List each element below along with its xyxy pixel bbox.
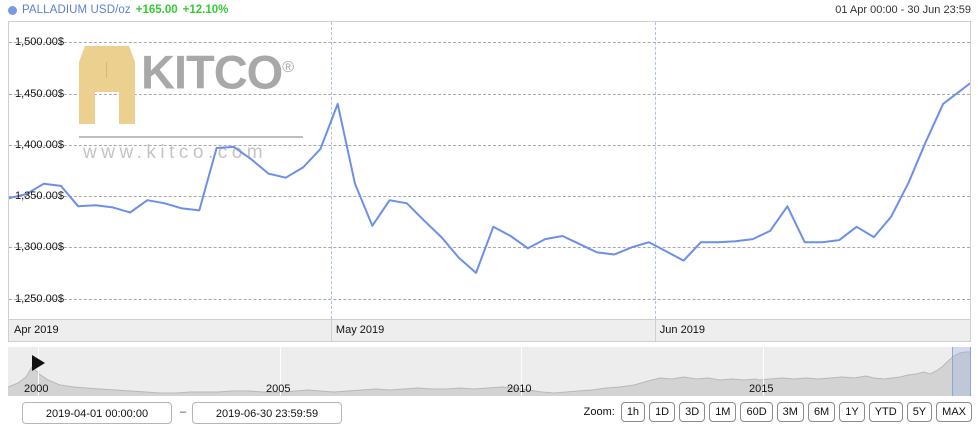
navigator-line: [8, 351, 971, 394]
price-line-path: [9, 83, 970, 273]
gridline: [9, 298, 970, 300]
vertical-gridline: [654, 22, 656, 319]
chart-header: PALLADIUM USD/oz +165.00 +12.10% 01 Apr …: [0, 0, 980, 22]
y-axis-tick-label: 1,250.00$: [15, 292, 64, 305]
x-axis-tick-label: Apr 2019: [14, 324, 59, 336]
plot-area[interactable]: KITCO® www.kitco.com 1,500.00$ 1,450.00$ 1…: [8, 21, 971, 320]
series-marker-icon: [8, 5, 17, 15]
price-change-value: +165.00: [135, 4, 178, 16]
y-axis-tick-label: 1,450.00$: [15, 87, 64, 100]
y-axis-tick-label: 1,400.00$: [15, 138, 64, 151]
date-to-input[interactable]: 2019-06-30 23:59:59: [192, 402, 342, 424]
navigator-window-handle[interactable]: [952, 347, 971, 396]
series-symbol-label: PALLADIUM USD/oz: [22, 4, 131, 16]
navigator-year-label: 2015: [749, 383, 774, 395]
x-axis-tick-label: Jun 2019: [659, 324, 706, 336]
gridline: [9, 93, 970, 95]
gridline: [9, 247, 970, 249]
navigator-year-label: 2005: [266, 383, 291, 395]
zoom-button-3d[interactable]: 3D: [679, 402, 706, 422]
navigator-year-tick: [521, 347, 522, 396]
navigator[interactable]: 2000 2005 2010 2015: [8, 347, 971, 396]
date-range-separator: –: [180, 406, 187, 418]
x-axis-tick: [330, 320, 332, 341]
navigator-year-tick: [763, 347, 764, 396]
y-axis-tick-label: 1,500.00$: [15, 36, 64, 49]
x-axis-tick-label: May 2019: [335, 324, 385, 336]
zoom-button-group: 1h 1D 3D 1M 60D 3M 6M 1Y YTD 5Y MAX: [620, 402, 972, 422]
zoom-button-ytd[interactable]: YTD: [868, 402, 903, 422]
y-axis-tick-label: 1,350.00$: [15, 190, 64, 203]
gridline: [9, 196, 970, 198]
zoom-button-1d[interactable]: 1D: [649, 402, 676, 422]
navigator-year-label: 2010: [507, 383, 532, 395]
play-icon[interactable]: [32, 355, 45, 371]
zoom-button-5y[interactable]: 5Y: [906, 402, 933, 422]
price-change-percent: +12.10%: [182, 4, 229, 16]
zoom-button-6m[interactable]: 6M: [807, 402, 836, 422]
zoom-controls: Zoom: 1h 1D 3D 1M 60D 3M 6M 1Y YTD 5Y MAX: [584, 402, 972, 422]
gridline: [9, 144, 970, 146]
zoom-button-max[interactable]: MAX: [936, 402, 972, 422]
navigator-year-tick: [280, 347, 281, 396]
navigator-area: [8, 352, 971, 396]
chart-footer: 2019-04-01 00:00:00 – 2019-06-30 23:59:5…: [0, 402, 980, 438]
zoom-button-1h[interactable]: 1h: [620, 402, 646, 422]
date-range-label: 01 Apr 00:00 - 30 Jun 23:59: [835, 4, 971, 16]
zoom-button-3m[interactable]: 3M: [776, 402, 804, 422]
date-from-input[interactable]: 2019-04-01 00:00:00: [22, 402, 172, 424]
gridline: [9, 42, 970, 44]
zoom-label: Zoom:: [583, 406, 615, 418]
navigator-sparkline: [8, 351, 971, 396]
x-axis-tick: [654, 320, 656, 341]
navigator-year-label: 2000: [24, 383, 49, 395]
x-axis-band: Apr 2019 May 2019 Jun 2019: [8, 320, 971, 342]
zoom-button-1m[interactable]: 1M: [709, 402, 737, 422]
y-axis-tick-label: 1,300.00$: [15, 241, 64, 254]
zoom-button-60d[interactable]: 60D: [740, 402, 773, 422]
plot-inner: KITCO® www.kitco.com 1,500.00$ 1,450.00$ 1…: [9, 22, 970, 319]
zoom-button-1y[interactable]: 1Y: [839, 402, 865, 422]
vertical-gridline: [330, 22, 332, 319]
series-legend[interactable]: PALLADIUM USD/oz +165.00 +12.10%: [8, 3, 228, 17]
price-line-series: [9, 22, 970, 319]
navigator-year-tick: [38, 347, 39, 396]
